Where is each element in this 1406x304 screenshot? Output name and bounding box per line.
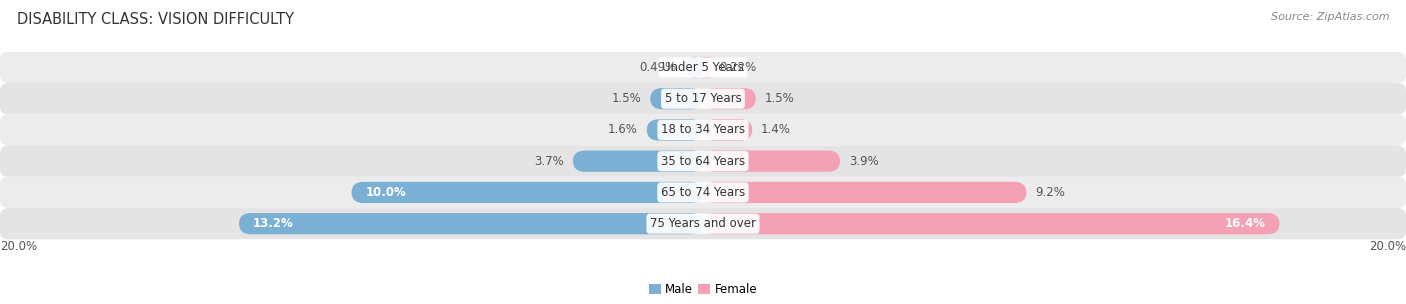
Text: 5 to 17 Years: 5 to 17 Years	[665, 92, 741, 105]
FancyBboxPatch shape	[703, 88, 756, 109]
FancyBboxPatch shape	[699, 57, 716, 78]
Text: 1.5%: 1.5%	[765, 92, 794, 105]
Text: 1.5%: 1.5%	[612, 92, 641, 105]
Text: 3.9%: 3.9%	[849, 155, 879, 168]
Text: Source: ZipAtlas.com: Source: ZipAtlas.com	[1271, 12, 1389, 22]
FancyBboxPatch shape	[0, 208, 1406, 239]
FancyBboxPatch shape	[703, 119, 752, 140]
FancyBboxPatch shape	[703, 150, 841, 172]
Text: 20.0%: 20.0%	[0, 240, 37, 253]
Text: 0.22%: 0.22%	[720, 61, 756, 74]
Text: 3.7%: 3.7%	[534, 155, 564, 168]
Text: 9.2%: 9.2%	[1035, 186, 1064, 199]
FancyBboxPatch shape	[703, 182, 1026, 203]
Text: 13.2%: 13.2%	[253, 217, 294, 230]
FancyBboxPatch shape	[0, 177, 1406, 208]
FancyBboxPatch shape	[0, 52, 1406, 83]
FancyBboxPatch shape	[574, 150, 703, 172]
Text: 1.4%: 1.4%	[761, 123, 790, 136]
FancyBboxPatch shape	[686, 57, 703, 78]
FancyBboxPatch shape	[239, 213, 703, 234]
Text: 18 to 34 Years: 18 to 34 Years	[661, 123, 745, 136]
Text: 10.0%: 10.0%	[366, 186, 406, 199]
FancyBboxPatch shape	[0, 114, 1406, 146]
Text: 1.6%: 1.6%	[609, 123, 638, 136]
Text: 75 Years and over: 75 Years and over	[650, 217, 756, 230]
FancyBboxPatch shape	[647, 119, 703, 140]
FancyBboxPatch shape	[703, 213, 1279, 234]
Legend: Male, Female: Male, Female	[644, 278, 762, 300]
Text: DISABILITY CLASS: VISION DIFFICULTY: DISABILITY CLASS: VISION DIFFICULTY	[17, 12, 294, 27]
FancyBboxPatch shape	[650, 88, 703, 109]
FancyBboxPatch shape	[0, 146, 1406, 177]
FancyBboxPatch shape	[352, 182, 703, 203]
Text: Under 5 Years: Under 5 Years	[662, 61, 744, 74]
Text: 65 to 74 Years: 65 to 74 Years	[661, 186, 745, 199]
Text: 20.0%: 20.0%	[1369, 240, 1406, 253]
Text: 16.4%: 16.4%	[1225, 217, 1265, 230]
Text: 0.49%: 0.49%	[640, 61, 678, 74]
Text: 35 to 64 Years: 35 to 64 Years	[661, 155, 745, 168]
FancyBboxPatch shape	[0, 83, 1406, 114]
